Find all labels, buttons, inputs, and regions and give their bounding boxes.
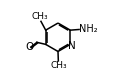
- Text: CH₃: CH₃: [32, 12, 48, 21]
- Text: NH₂: NH₂: [79, 24, 97, 34]
- Text: N: N: [67, 41, 75, 51]
- Text: O: O: [26, 42, 34, 52]
- Text: CH₃: CH₃: [50, 61, 66, 70]
